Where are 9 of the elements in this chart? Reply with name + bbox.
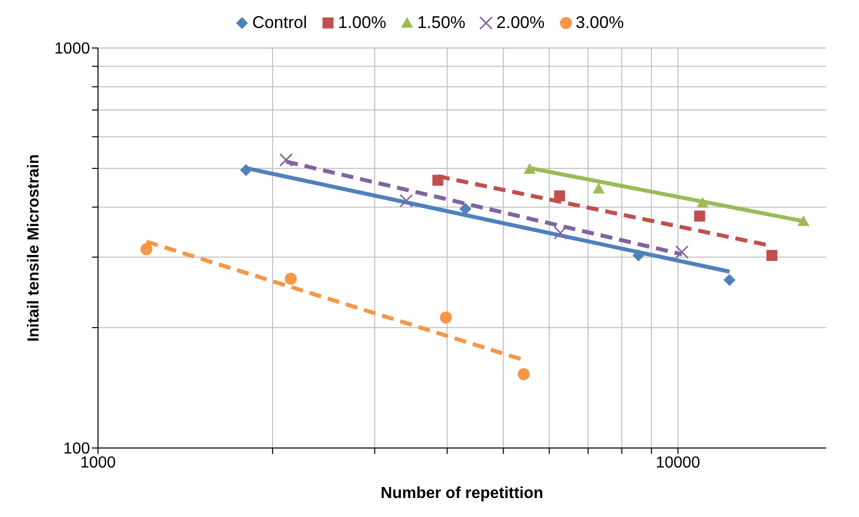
- legend-label: 2.00%: [496, 13, 545, 33]
- x-axis-title: Number of repetittion: [380, 485, 544, 502]
- legend-label: 3.00%: [576, 13, 624, 33]
- y-axis-title: Initail tensile Microstrain: [26, 154, 43, 342]
- y-tick-label: 100: [63, 440, 90, 458]
- legend-label: Control: [252, 13, 307, 33]
- legend-label: 1.00%: [338, 13, 386, 33]
- legend-label: 1.50%: [417, 13, 466, 33]
- x-tick-label: 10000: [656, 454, 700, 472]
